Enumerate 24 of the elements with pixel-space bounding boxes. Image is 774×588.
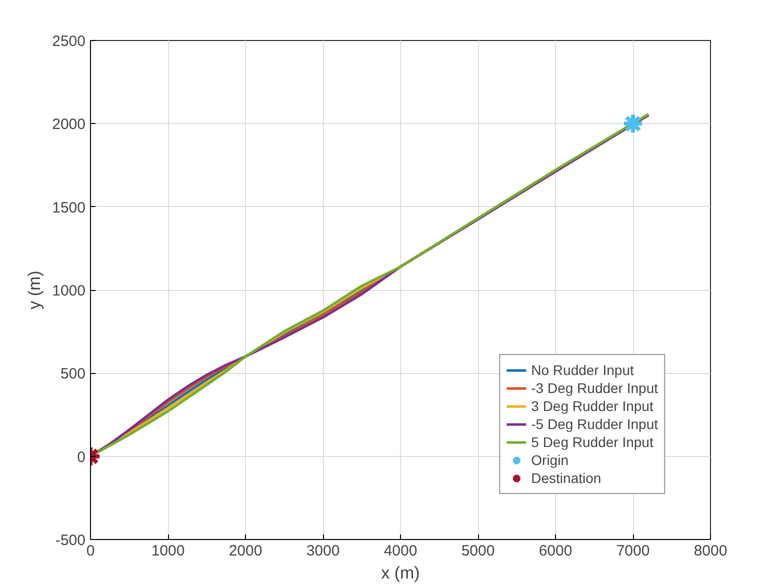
y-tick-label: 2000 xyxy=(52,116,86,134)
legend-label: 3 Deg Rudder Input xyxy=(531,397,654,415)
y-axis-title: y (m) xyxy=(25,270,44,310)
y-tick-label: 0 xyxy=(77,448,86,466)
legend-label: -3 Deg Rudder Input xyxy=(531,379,658,397)
x-tick-label: 1000 xyxy=(151,542,185,560)
y-tick-label: 2500 xyxy=(52,33,86,50)
y-tick-label: 1000 xyxy=(52,282,86,300)
legend-label: -5 Deg Rudder Input xyxy=(531,415,658,433)
legend-label: 5 Deg Rudder Input xyxy=(531,433,654,451)
x-tick-label: 3000 xyxy=(306,542,340,560)
legend-label: Origin xyxy=(531,451,568,469)
y-tick-label: 500 xyxy=(60,366,86,383)
x-tick-label: 6000 xyxy=(538,542,572,560)
legend-label: Destination xyxy=(531,469,602,487)
x-tick-label: 8000 xyxy=(694,542,728,560)
x-tick-label: 2000 xyxy=(228,542,262,560)
x-tick-label: 5000 xyxy=(461,542,495,560)
x-tick-label: 7000 xyxy=(616,542,650,560)
y-tick-label: -500 xyxy=(55,532,86,549)
x-tick-label: 4000 xyxy=(384,542,418,560)
y-tick-label: 1500 xyxy=(52,199,86,216)
x-axis-title: x (m) xyxy=(381,564,420,582)
legend-label: No Rudder Input xyxy=(531,361,634,379)
